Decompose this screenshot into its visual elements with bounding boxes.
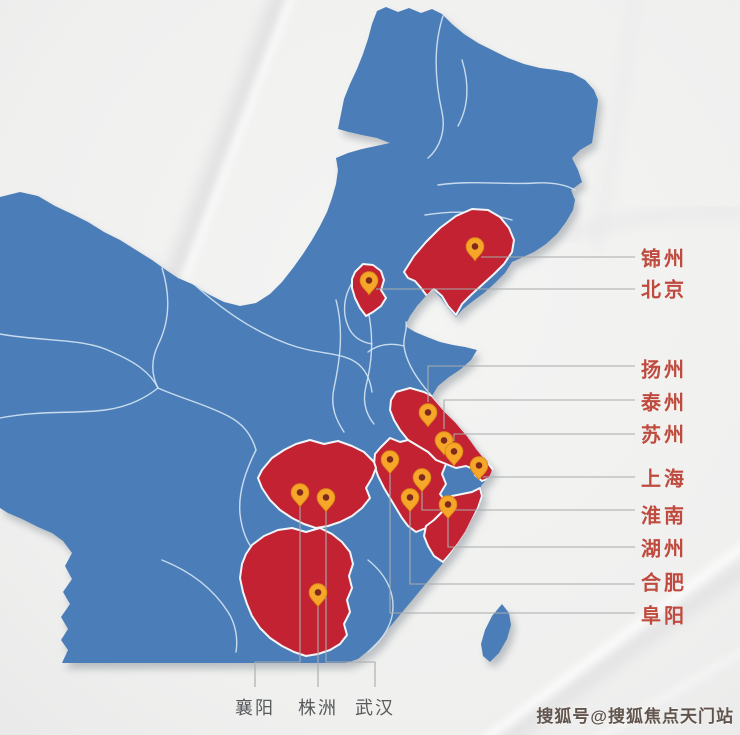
- map-pin-icon: [316, 488, 336, 513]
- city-label: 武汉: [355, 698, 395, 718]
- map-pin-icon: [444, 442, 464, 467]
- connector-line: [447, 517, 635, 548]
- city-label: 苏州: [641, 424, 687, 447]
- connector-line: [453, 433, 635, 441]
- city-label: 扬州: [641, 359, 687, 382]
- connector-line: [421, 489, 635, 511]
- connector-line: [443, 399, 635, 429]
- map-pin-icon: [400, 488, 420, 513]
- region-hubei: [257, 439, 377, 529]
- city-label: 湖州: [641, 538, 687, 561]
- province-borders: [0, 15, 576, 653]
- map-pin-icon: [380, 450, 400, 475]
- city-label: 泰州: [641, 392, 687, 415]
- city-label: 北京: [641, 279, 687, 302]
- city-label: 上海: [641, 468, 687, 491]
- connector-line: [254, 505, 301, 687]
- map-pin-icon: [308, 583, 328, 608]
- map-pin-icon: [290, 483, 310, 508]
- city-label: 阜阳: [641, 605, 687, 628]
- connector-line: [409, 510, 635, 585]
- city-label: 淮南: [641, 505, 687, 528]
- connector-line: [389, 472, 635, 614]
- city-label: 锦州: [641, 248, 687, 271]
- map-pin-icon: [469, 456, 489, 481]
- city-label: 株洲: [298, 698, 338, 718]
- map-pin-icon: [412, 468, 432, 493]
- connector-line: [427, 365, 635, 402]
- city-label: 合肥: [641, 572, 687, 595]
- watermark: 搜狐号@搜狐焦点天门站: [536, 707, 734, 726]
- map-pin-icon: [465, 237, 485, 262]
- connector-lines: [254, 256, 635, 687]
- map-pin-icon: [418, 403, 438, 428]
- taiwan-island: [481, 604, 511, 662]
- region-hunan: [239, 527, 354, 657]
- map-pin-icon: [359, 271, 379, 296]
- city-label: 襄阳: [235, 698, 275, 718]
- map-pin-icon: [438, 495, 458, 520]
- connector-line: [325, 510, 376, 687]
- location-pins: [290, 237, 489, 608]
